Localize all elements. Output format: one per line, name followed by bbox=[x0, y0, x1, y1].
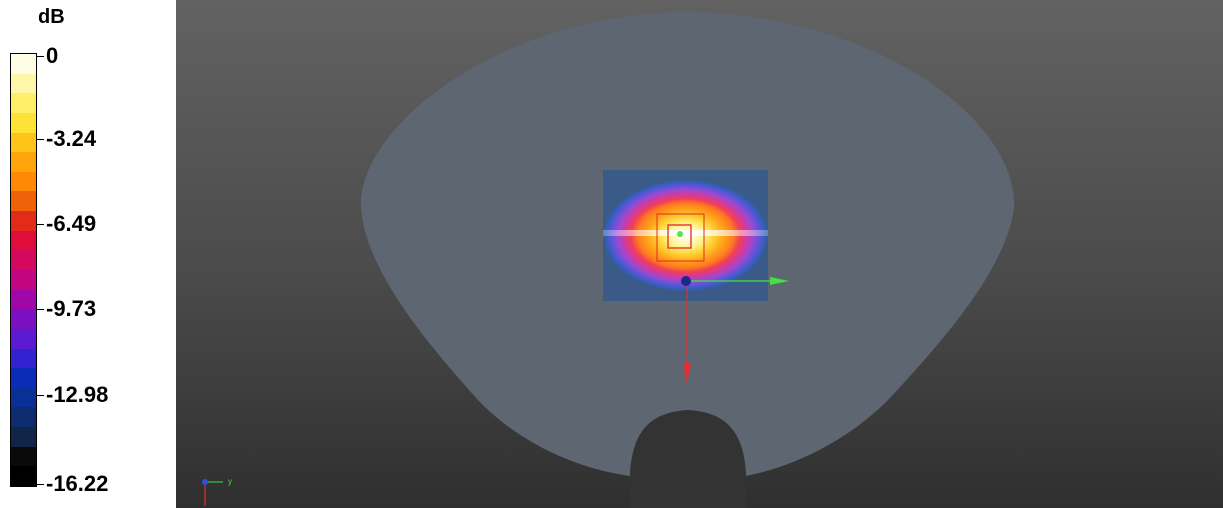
triad-y-label: y bbox=[228, 477, 232, 486]
legend-band bbox=[11, 171, 36, 193]
peak-marker bbox=[677, 231, 683, 237]
scene-canvas[interactable]: y bbox=[176, 0, 1223, 508]
legend-band bbox=[11, 132, 36, 154]
legend-band bbox=[11, 289, 36, 311]
legend-color-bar bbox=[10, 53, 37, 488]
legend-tick-label: 0 bbox=[46, 43, 59, 68]
legend-band bbox=[11, 250, 36, 272]
legend-band bbox=[11, 309, 36, 331]
gizmo-center-icon[interactable] bbox=[681, 276, 691, 286]
legend-tick bbox=[37, 395, 44, 396]
legend-tick-label: -3.24 bbox=[46, 126, 97, 151]
legend-tick bbox=[37, 56, 44, 57]
probe-gizmo[interactable] bbox=[681, 276, 789, 384]
legend-band bbox=[11, 211, 36, 233]
legend-tick bbox=[37, 224, 44, 225]
legend-band bbox=[11, 112, 36, 134]
phantom-notch bbox=[630, 410, 746, 508]
legend-tick bbox=[37, 139, 44, 140]
legend-band bbox=[11, 427, 36, 449]
legend-band bbox=[11, 466, 36, 488]
legend-band bbox=[11, 387, 36, 409]
zoom-scan-outer-box bbox=[656, 213, 705, 262]
legend-tick-label: -16.22 bbox=[46, 471, 109, 496]
legend-band bbox=[11, 348, 36, 370]
legend-band bbox=[11, 191, 36, 213]
z-axis-arrow-icon[interactable] bbox=[683, 364, 691, 384]
legend-band bbox=[11, 270, 36, 291]
zoom-scan-inner-box bbox=[667, 224, 692, 249]
legend-band bbox=[11, 152, 36, 174]
legend-band bbox=[11, 54, 36, 75]
legend-band bbox=[11, 93, 36, 115]
legend-band bbox=[11, 446, 36, 468]
legend-tick-label: -9.73 bbox=[46, 296, 97, 321]
legend-band bbox=[11, 230, 36, 252]
legend-tick-label: -6.49 bbox=[46, 211, 97, 236]
legend-unit-label: dB bbox=[38, 6, 65, 28]
legend-tick-label: -12.98 bbox=[46, 382, 109, 407]
x-axis-arrow-icon[interactable] bbox=[770, 277, 789, 285]
orientation-triad: y bbox=[202, 477, 232, 506]
legend-band bbox=[11, 368, 36, 390]
color-legend: dB 0 -3.24 -6.49 -9.73 -12.98 -16.22 bbox=[0, 0, 176, 508]
legend-band bbox=[11, 407, 36, 429]
legend-tick bbox=[37, 484, 44, 485]
3d-viewport[interactable]: y bbox=[176, 0, 1223, 508]
legend-tick bbox=[37, 309, 44, 310]
legend-band bbox=[11, 73, 36, 95]
legend-band bbox=[11, 328, 36, 350]
